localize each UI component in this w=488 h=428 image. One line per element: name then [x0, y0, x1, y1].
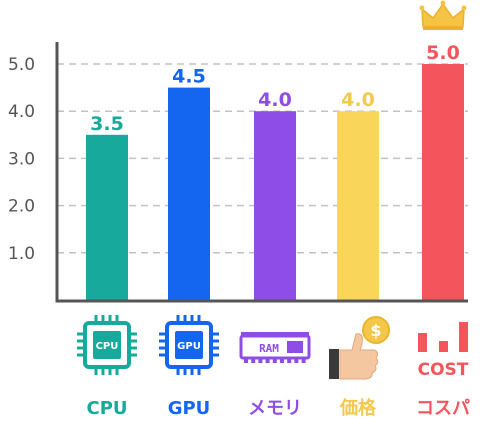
crown-layer — [419, 0, 467, 30]
bar — [86, 134, 128, 300]
cpu-chip-icon: CPU — [77, 315, 137, 375]
cost-text: COST — [418, 360, 469, 380]
category-label: メモリ — [248, 398, 302, 419]
category-label: GPU — [168, 398, 211, 419]
category-label: コスパ — [416, 398, 470, 419]
data-label: 4.5 — [172, 66, 206, 88]
bar — [422, 64, 464, 300]
y-tick-label: 2.0 — [8, 197, 35, 217]
data-label: 3.5 — [90, 113, 124, 135]
bar — [168, 87, 210, 300]
category-label: 価格 — [339, 397, 377, 419]
cost-bars-icon: COST — [418, 322, 469, 380]
gpu-chip-icon: GPU — [159, 315, 219, 375]
category-icons: CPU GPU RAM $ COST — [77, 315, 469, 380]
chip-text: GPU — [177, 341, 201, 352]
bar — [254, 111, 296, 300]
y-tick-label: 4.0 — [8, 102, 35, 122]
chip-text: CPU — [96, 341, 119, 352]
y-tick-label: 3.0 — [8, 149, 35, 169]
category-label: CPU — [86, 398, 127, 419]
crown-icon — [419, 0, 467, 30]
category-labels: CPU GPU メモリ 価格 コスパ — [86, 397, 470, 419]
data-labels: 3.5 4.5 4.0 4.0 5.0 — [90, 42, 460, 135]
data-label: 4.0 — [341, 89, 375, 111]
y-tick-label: 1.0 — [8, 244, 35, 264]
bars — [86, 64, 464, 300]
y-tick-labels: 1.0 2.0 3.0 4.0 5.0 — [8, 55, 35, 264]
data-label: 5.0 — [426, 42, 460, 64]
data-label: 4.0 — [258, 89, 292, 111]
y-tick-label: 5.0 — [8, 55, 35, 75]
ram-module-icon: RAM — [239, 332, 311, 363]
ram-text: RAM — [259, 342, 279, 355]
bar — [337, 111, 379, 300]
axes — [55, 42, 468, 303]
thumbs-up-coin-icon: $ — [329, 316, 390, 380]
coin-symbol: $ — [370, 321, 381, 340]
